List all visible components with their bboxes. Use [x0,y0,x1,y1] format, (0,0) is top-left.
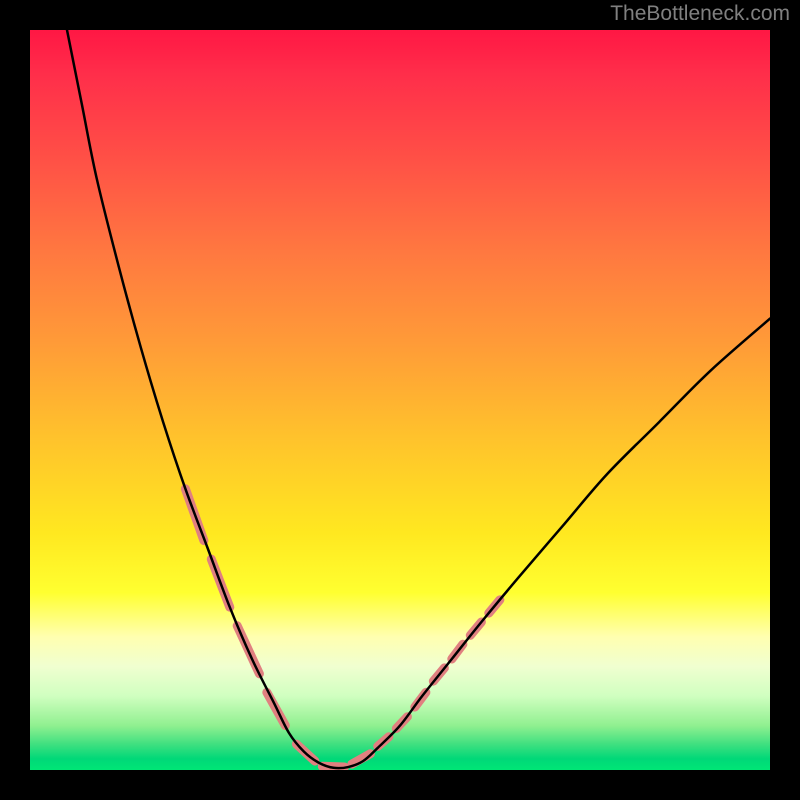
v-curve [67,30,770,768]
marker-segments [185,489,500,767]
chart-container [30,30,770,770]
watermark-text: TheBottleneck.com [610,2,790,26]
chart-curve-layer [30,30,770,770]
